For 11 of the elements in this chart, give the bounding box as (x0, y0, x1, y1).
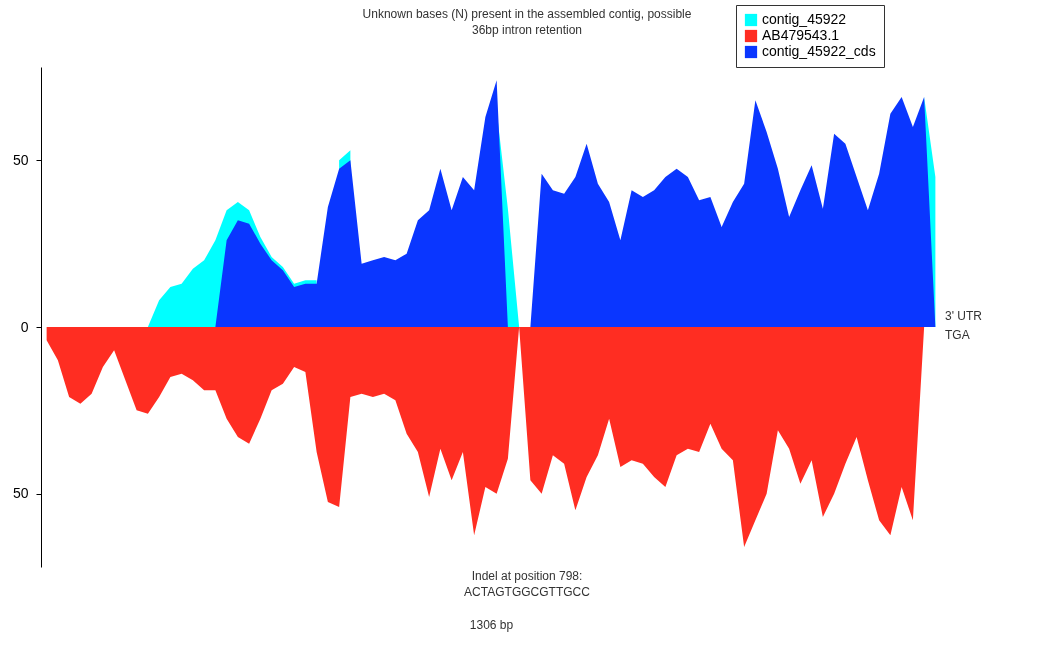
y-tick-label: 50 (12, 151, 29, 168)
x-axis-title: 1306 bp (469, 617, 514, 632)
y-tick-label: 50 (12, 485, 29, 502)
legend-label: contig_45922 (762, 11, 847, 27)
y-tick-label: 0 (20, 318, 29, 335)
legend-label: AB479543.1 (762, 27, 840, 43)
text: TGA (945, 328, 970, 342)
legend-label: contig_45922_cds (762, 43, 876, 59)
text: Indel at position 798: ACTAGTGGCGTTGCC (464, 569, 591, 599)
text: 3' UTR (945, 309, 983, 323)
text: Unknown bases (N) present in the assembled contig, possible 36bp intron retention (362, 7, 692, 37)
